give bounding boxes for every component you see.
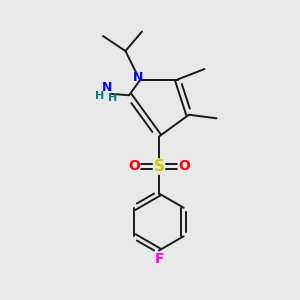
Text: N: N [102,81,112,94]
Text: N: N [133,71,143,84]
Text: S: S [154,159,164,174]
Text: O: O [128,160,140,173]
Text: F: F [154,252,164,266]
Text: H: H [95,91,105,101]
Text: H: H [108,93,118,103]
Text: O: O [178,160,190,173]
